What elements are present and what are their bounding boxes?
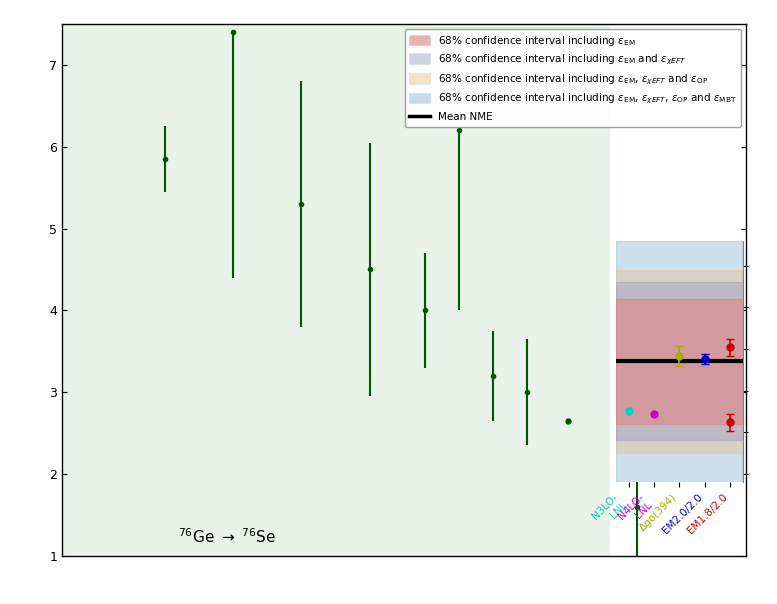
Bar [62, 24, 609, 556]
Bar [616, 283, 743, 440]
Legend: 68% confidence interval including $\varepsilon_{\rm EM}$, 68% confidence interva: 68% confidence interval including $\vare… [405, 30, 740, 127]
Bar [616, 270, 743, 453]
Text: $^{76}$Ge $\rightarrow$ $^{76}$Se: $^{76}$Ge $\rightarrow$ $^{76}$Se [179, 528, 277, 547]
Bar [616, 241, 743, 482]
Bar [616, 299, 743, 424]
